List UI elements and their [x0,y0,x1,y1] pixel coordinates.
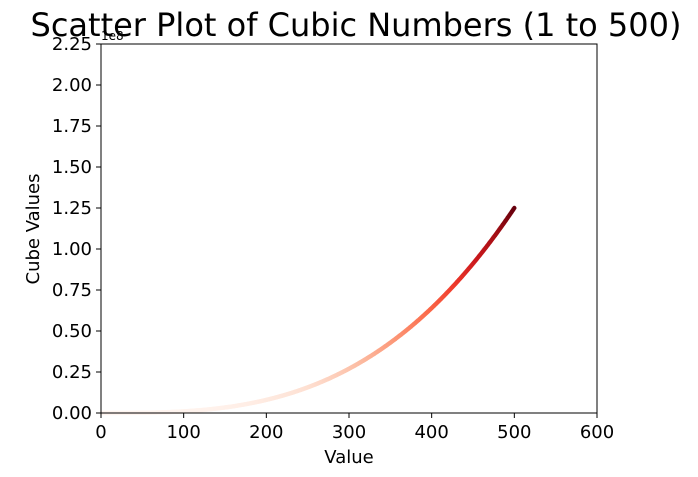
x-tick-label: 200 [249,422,283,443]
y-tick-label: 2.00 [52,75,92,96]
x-tick-label: 100 [166,422,200,443]
y-tick-label: 1.25 [52,198,92,219]
x-tick-label: 400 [414,422,448,443]
x-tick-label: 600 [580,422,614,443]
x-axis-ticks: 0 100 200 300 400 500 600 [95,413,614,443]
plot-area-frame [100,43,598,414]
x-tick-label: 300 [332,422,366,443]
y-tick-label: 0.50 [52,321,92,342]
scatter-point [512,205,517,211]
y-tick-label: 1.00 [52,239,92,260]
x-axis-label: Value [324,447,373,468]
x-tick-label: 0 [95,422,106,443]
y-axis-label: Cube Values [23,173,44,284]
y-tick-label: 0.25 [52,362,92,383]
y-axis-ticks: 0.00 0.25 0.50 0.75 1.00 1.25 1.50 1.75 2.00 2.25 [52,34,101,424]
y-axis-offset-label: 1e8 [101,29,124,43]
y-tick-label: 0.00 [52,403,92,424]
scatter-points [99,205,517,416]
y-tick-label: 2.25 [52,34,92,55]
chart-title: Scatter Plot of Cubic Numbers (1 to 500) [31,6,682,44]
y-tick-label: 1.75 [52,116,92,137]
y-tick-label: 0.75 [52,280,92,301]
y-tick-label: 1.50 [52,157,92,178]
x-tick-label: 500 [497,422,531,443]
